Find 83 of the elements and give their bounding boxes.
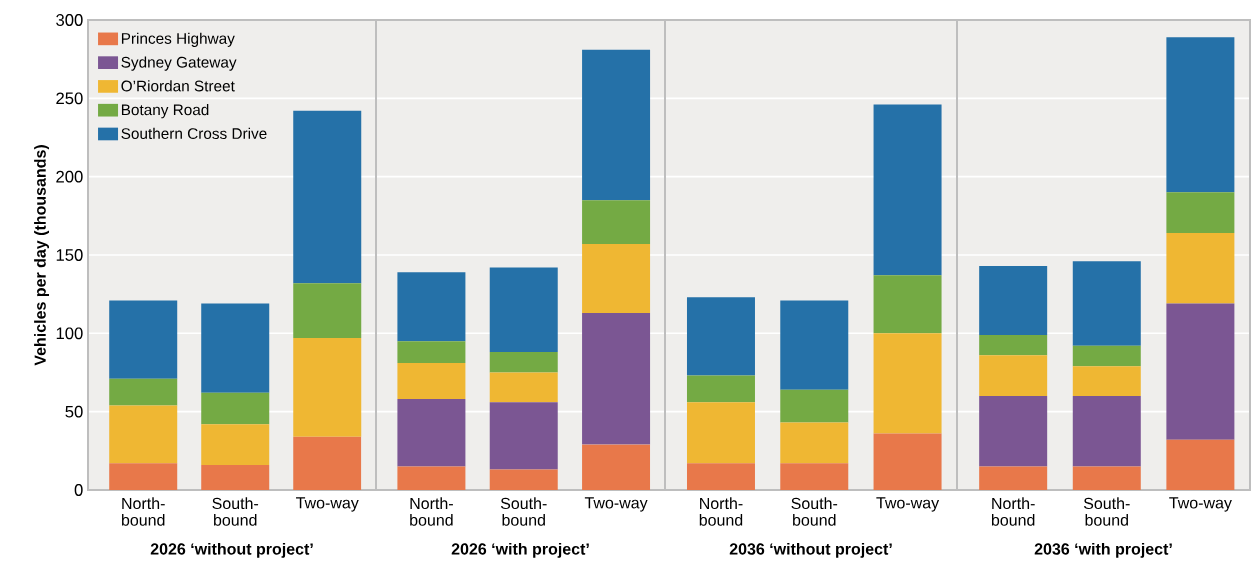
bar — [1166, 303, 1235, 440]
bar — [201, 464, 270, 490]
y-tick-label: 300 — [56, 14, 83, 26]
x-tick-label: Two-way — [1169, 497, 1232, 512]
bar — [293, 283, 362, 339]
bar — [201, 392, 270, 425]
x-tick-label: Two-way — [296, 497, 359, 512]
legend-label: O’Riordan Street — [121, 80, 235, 92]
y-tick-label: 250 — [56, 92, 83, 105]
bar — [582, 200, 651, 245]
x-axis-title: 2026 ‘without project’ — [150, 542, 313, 558]
x-axis-title: 2036 ‘with project’ — [1034, 542, 1172, 558]
x-tick-label: South-bound — [1083, 497, 1130, 526]
bar — [873, 104, 942, 276]
bar — [109, 405, 178, 464]
bar — [109, 300, 178, 379]
bar — [1166, 192, 1235, 234]
bar — [109, 378, 178, 406]
bar — [582, 49, 651, 201]
bar — [979, 395, 1048, 467]
bar — [489, 469, 558, 490]
bar — [397, 466, 466, 490]
bar — [979, 334, 1048, 356]
bar — [201, 424, 270, 465]
y-axis-title: Vehicles per day (thousands) — [34, 145, 50, 366]
y-tick-label: 100 — [56, 327, 83, 340]
bar — [979, 355, 1048, 396]
bar — [873, 433, 942, 490]
bar — [1166, 439, 1235, 490]
bar — [873, 275, 942, 334]
x-tick-label: North-bound — [122, 497, 165, 526]
bar — [489, 352, 558, 373]
bar — [686, 463, 755, 490]
bar — [397, 399, 466, 467]
x-tick-label: South-bound — [500, 497, 547, 526]
bar — [582, 244, 651, 313]
bar — [873, 333, 942, 434]
y-tick-label: 150 — [56, 249, 83, 261]
x-tick-label: North-bound — [699, 497, 743, 526]
bar — [582, 444, 651, 490]
bar — [780, 300, 849, 390]
x-axis-title: 2026 ‘with project’ — [451, 542, 589, 558]
bar — [1072, 345, 1141, 367]
legend-label: Sydney Gateway — [121, 56, 237, 71]
bar — [582, 312, 651, 445]
legend-label: Southern Cross Drive — [121, 127, 267, 140]
bar — [780, 422, 849, 464]
y-tick-label: 50 — [65, 405, 83, 418]
x-tick-label: South-bound — [791, 497, 838, 526]
bar — [109, 463, 178, 490]
y-tick-label: 0 — [74, 484, 83, 496]
bar — [1166, 233, 1235, 304]
legend-label: Botany Road — [121, 103, 209, 119]
y-tick-label: 200 — [56, 170, 83, 183]
bar — [489, 267, 558, 353]
bar — [1072, 261, 1141, 346]
x-tick-label: North-bound — [410, 497, 453, 526]
bar — [1072, 466, 1141, 490]
bar — [293, 110, 362, 284]
x-axis-title: 2036 ‘without project’ — [729, 542, 892, 558]
bar — [293, 338, 362, 437]
x-tick-label: North-bound — [991, 497, 1035, 526]
x-tick-label: South-bound — [212, 497, 259, 526]
x-tick-label: Two-way — [876, 497, 940, 512]
bar — [780, 389, 849, 423]
bar — [1166, 37, 1235, 193]
bar — [1072, 395, 1141, 467]
bar — [979, 466, 1048, 490]
bar — [780, 463, 849, 490]
bar — [293, 436, 362, 490]
legend-label: Princes Highway — [121, 32, 235, 47]
x-tick-label: Two-way — [584, 497, 648, 512]
bar — [686, 297, 755, 376]
bar — [397, 341, 466, 364]
bar — [489, 402, 558, 470]
bar — [489, 372, 558, 403]
bar — [686, 402, 755, 464]
bar — [1072, 366, 1141, 396]
bar — [979, 265, 1048, 335]
bar — [397, 363, 466, 400]
bar — [686, 375, 755, 403]
bar — [397, 272, 466, 342]
bar — [201, 303, 270, 393]
